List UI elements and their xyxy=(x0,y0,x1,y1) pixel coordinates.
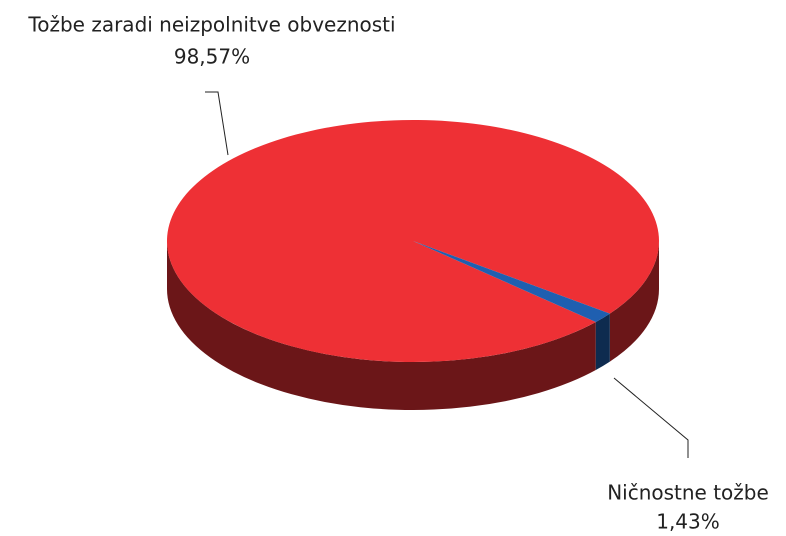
slice-side xyxy=(167,241,596,410)
slice-value-label: 1,43% xyxy=(656,510,720,534)
slice-side xyxy=(609,241,659,362)
slice xyxy=(167,119,660,362)
leader-line xyxy=(613,377,689,458)
slice-label: Ničnostne tožbe xyxy=(607,481,769,505)
slice-label: Tožbe zaradi neizpolnitve obveznosti xyxy=(27,13,395,37)
slice-side xyxy=(595,313,610,370)
leader-line xyxy=(205,91,229,156)
pie-sides xyxy=(167,241,659,410)
slice-value-label: 98,57% xyxy=(174,45,250,69)
slice xyxy=(413,241,610,322)
pie-tops xyxy=(167,119,660,362)
